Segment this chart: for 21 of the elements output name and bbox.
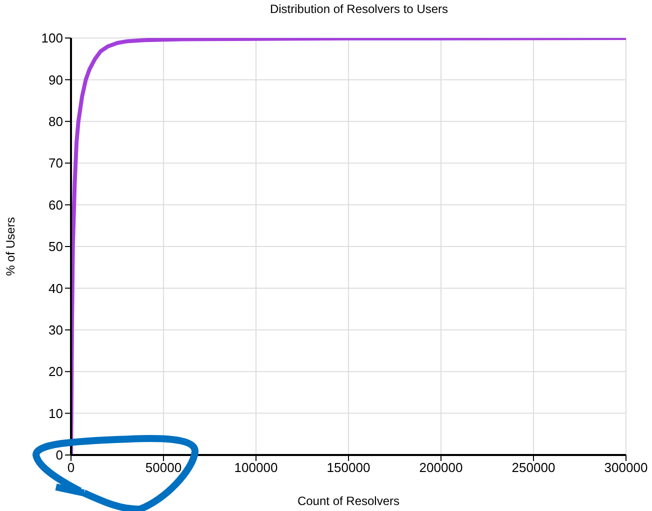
x-tick-label: 50000 (145, 460, 182, 476)
y-tick-label: 40 (48, 280, 63, 296)
x-tick-label: 200000 (419, 460, 463, 476)
y-tick-label: 80 (48, 114, 63, 130)
y-axis-title: % of Users (3, 217, 18, 276)
y-tick-label: 20 (48, 364, 63, 380)
y-tick-label: 10 (48, 406, 63, 421)
chart-title: Distribution of Resolvers to Users (268, 2, 450, 16)
x-tick-label: 0 (67, 460, 75, 476)
x-tick-label: 100000 (234, 460, 278, 476)
y-tick-label: 60 (48, 197, 63, 212)
x-axis-title: Count of Resolvers (297, 494, 400, 508)
x-tick-label: 300000 (604, 460, 648, 476)
y-tick-label: 100 (41, 30, 63, 46)
x-tick-label: 150000 (326, 460, 370, 476)
y-tick-label: 30 (48, 322, 63, 338)
y-tick-label: 0 (56, 448, 63, 463)
y-tick-label: 90 (48, 72, 63, 88)
y-tick-label: 70 (48, 156, 63, 171)
y-tick-label: 50 (48, 239, 63, 254)
x-tick-label: 250000 (512, 460, 556, 476)
